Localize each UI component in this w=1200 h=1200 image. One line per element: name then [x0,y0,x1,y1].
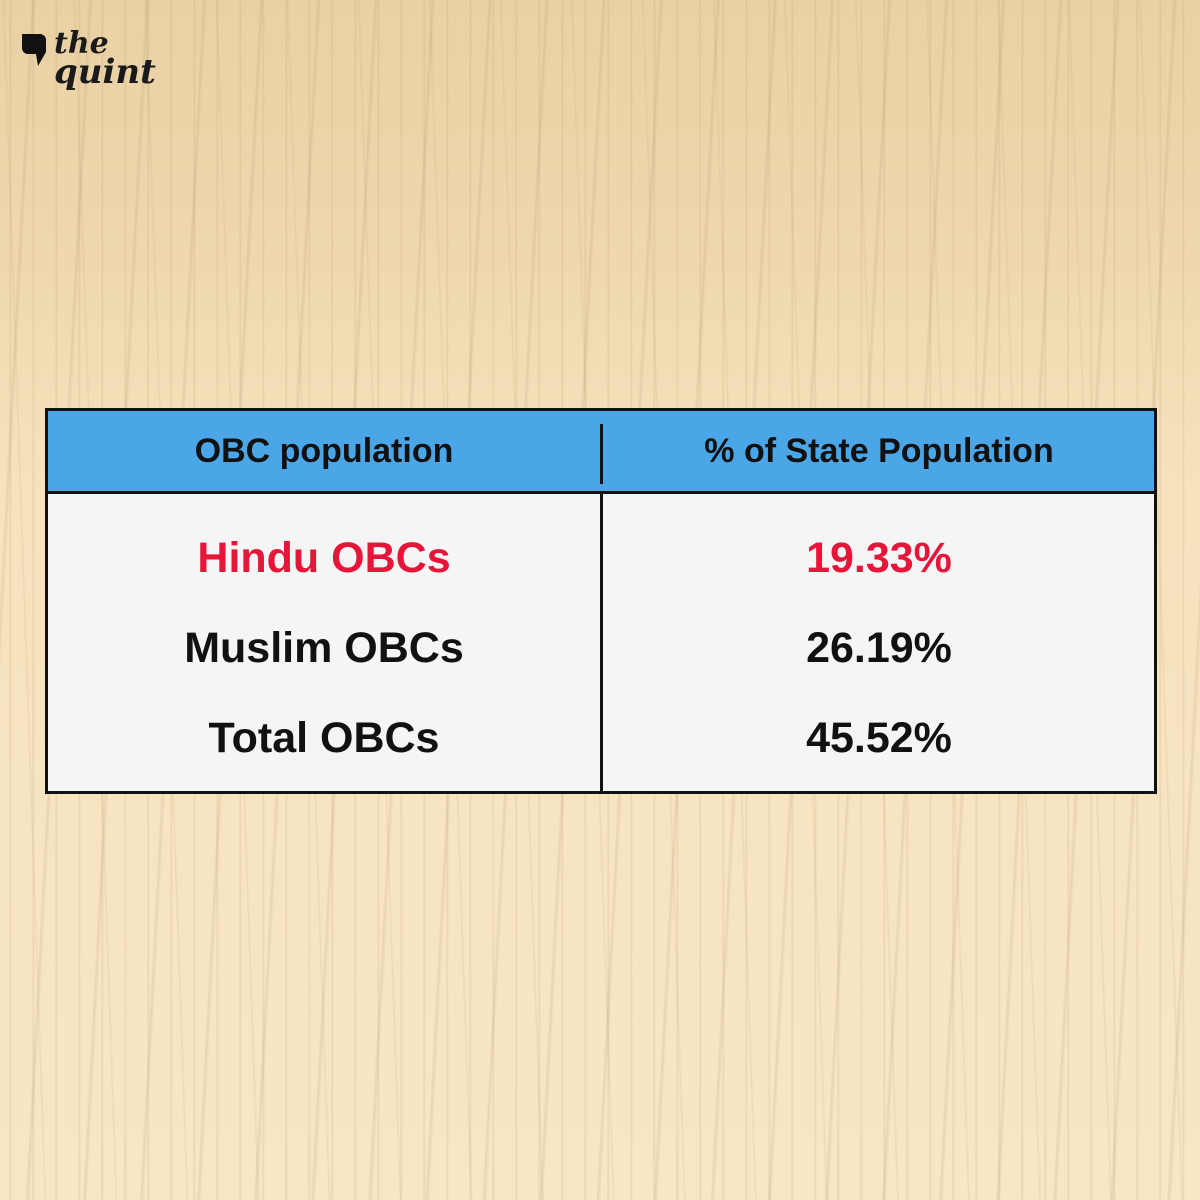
obc-population-table: OBC population % of State Population Hin… [45,408,1157,794]
logo-quint: quint [54,52,156,92]
row-hindu-obcs-label: Hindu OBCs [197,534,451,582]
row-muslim-obcs-label: Muslim OBCs [184,624,464,672]
column-divider [600,494,603,791]
row-total-obcs-label: Total OBCs [208,714,440,762]
the-quint-logo: the quint [20,29,156,102]
header-divider [600,424,603,484]
quote-bubble-icon [22,34,46,66]
logo-wordmark: the quint [54,26,156,92]
table-header: OBC population % of State Population [48,411,1154,494]
row-muslim-obcs-value: 26.19% [806,624,952,672]
row-total-obcs-value: 45.52% [806,714,952,762]
row-hindu-obcs-value: 19.33% [806,534,952,582]
header-obc-population: OBC population [194,432,454,470]
header-state-population-percent: % of State Population [704,432,1054,470]
logo-the: the [54,26,109,61]
